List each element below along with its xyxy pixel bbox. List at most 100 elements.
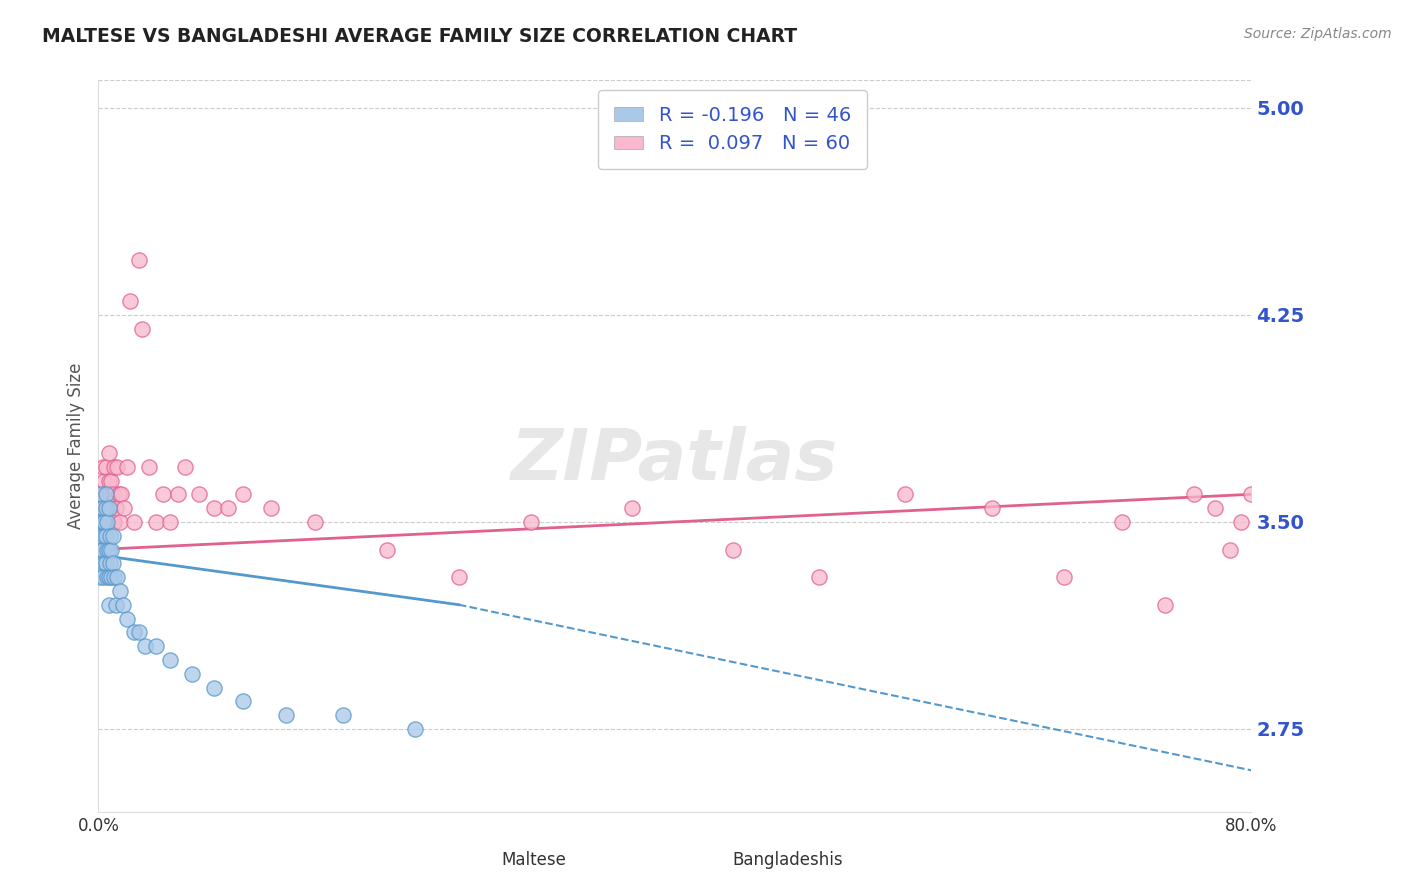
Point: [1182, 487, 1205, 501]
Point: [332, 708, 354, 723]
Point: [217, 501, 239, 516]
Point: [117, 611, 139, 625]
Point: [110, 487, 132, 501]
Text: Source: ZipAtlas.com: Source: ZipAtlas.com: [1244, 27, 1392, 41]
Point: [97, 474, 120, 488]
Point: [105, 459, 128, 474]
Legend: R = -0.196   N = 46, R =  0.097   N = 60: R = -0.196 N = 46, R = 0.097 N = 60: [599, 90, 866, 169]
Point: [405, 722, 427, 736]
Point: [89, 515, 111, 529]
Point: [94, 501, 117, 516]
Point: [93, 529, 115, 543]
Point: [91, 515, 114, 529]
Point: [105, 570, 128, 584]
Point: [202, 501, 225, 516]
Point: [260, 501, 283, 516]
Point: [620, 501, 643, 516]
Point: [1111, 515, 1133, 529]
Point: [101, 515, 124, 529]
Point: [128, 625, 150, 640]
Point: [101, 557, 124, 571]
Point: [231, 487, 254, 501]
Point: [166, 487, 188, 501]
Point: [188, 487, 211, 501]
Point: [100, 542, 122, 557]
Point: [111, 598, 134, 612]
Point: [112, 501, 135, 516]
Point: [91, 459, 114, 474]
Point: [1204, 501, 1226, 516]
Point: [159, 515, 181, 529]
Point: [894, 487, 917, 501]
Point: [104, 501, 127, 516]
Point: [98, 529, 121, 543]
Point: [1154, 598, 1177, 612]
Point: [93, 515, 115, 529]
Point: [89, 529, 111, 543]
Point: [181, 666, 204, 681]
Point: [981, 501, 1004, 516]
Point: [98, 487, 121, 501]
Point: [94, 529, 117, 543]
Point: [96, 515, 118, 529]
Point: [101, 487, 124, 501]
Text: Maltese: Maltese: [502, 851, 567, 869]
Point: [91, 542, 114, 557]
Point: [100, 474, 122, 488]
Point: [96, 487, 118, 501]
Point: [97, 501, 120, 516]
Point: [91, 501, 114, 516]
Point: [152, 487, 174, 501]
Point: [124, 625, 146, 640]
Point: [274, 708, 297, 723]
Point: [120, 294, 142, 309]
Point: [1230, 515, 1253, 529]
Point: [100, 570, 122, 584]
Point: [117, 459, 139, 474]
Text: MALTESE VS BANGLADESHI AVERAGE FAMILY SIZE CORRELATION CHART: MALTESE VS BANGLADESHI AVERAGE FAMILY SI…: [42, 27, 797, 45]
Point: [103, 459, 125, 474]
Point: [91, 487, 114, 501]
Point: [93, 557, 115, 571]
Point: [721, 542, 744, 557]
Point: [96, 542, 118, 557]
Point: [1053, 570, 1076, 584]
Point: [1219, 542, 1241, 557]
Point: [138, 459, 160, 474]
Point: [103, 515, 125, 529]
Point: [93, 474, 115, 488]
Point: [97, 542, 120, 557]
Text: Bangladeshis: Bangladeshis: [733, 851, 842, 869]
Point: [145, 515, 167, 529]
Point: [124, 515, 146, 529]
Point: [91, 570, 114, 584]
Point: [174, 459, 197, 474]
Y-axis label: Average Family Size: Average Family Size: [66, 363, 84, 529]
Point: [145, 639, 167, 653]
Point: [101, 529, 124, 543]
Point: [108, 583, 131, 598]
Point: [202, 681, 225, 695]
Point: [375, 542, 398, 557]
Point: [134, 639, 156, 653]
Point: [96, 515, 118, 529]
Point: [159, 653, 181, 667]
Point: [98, 557, 121, 571]
Point: [107, 487, 129, 501]
Point: [128, 252, 150, 267]
Point: [94, 487, 117, 501]
Point: [1240, 487, 1263, 501]
Point: [520, 515, 543, 529]
Point: [98, 515, 121, 529]
Point: [89, 570, 111, 584]
Point: [94, 557, 117, 571]
Point: [103, 570, 125, 584]
Text: ZIPatlas: ZIPatlas: [512, 426, 838, 495]
Point: [97, 501, 120, 516]
Point: [90, 487, 112, 501]
Point: [104, 598, 127, 612]
Point: [808, 570, 831, 584]
Point: [93, 515, 115, 529]
Point: [96, 570, 118, 584]
Point: [447, 570, 470, 584]
